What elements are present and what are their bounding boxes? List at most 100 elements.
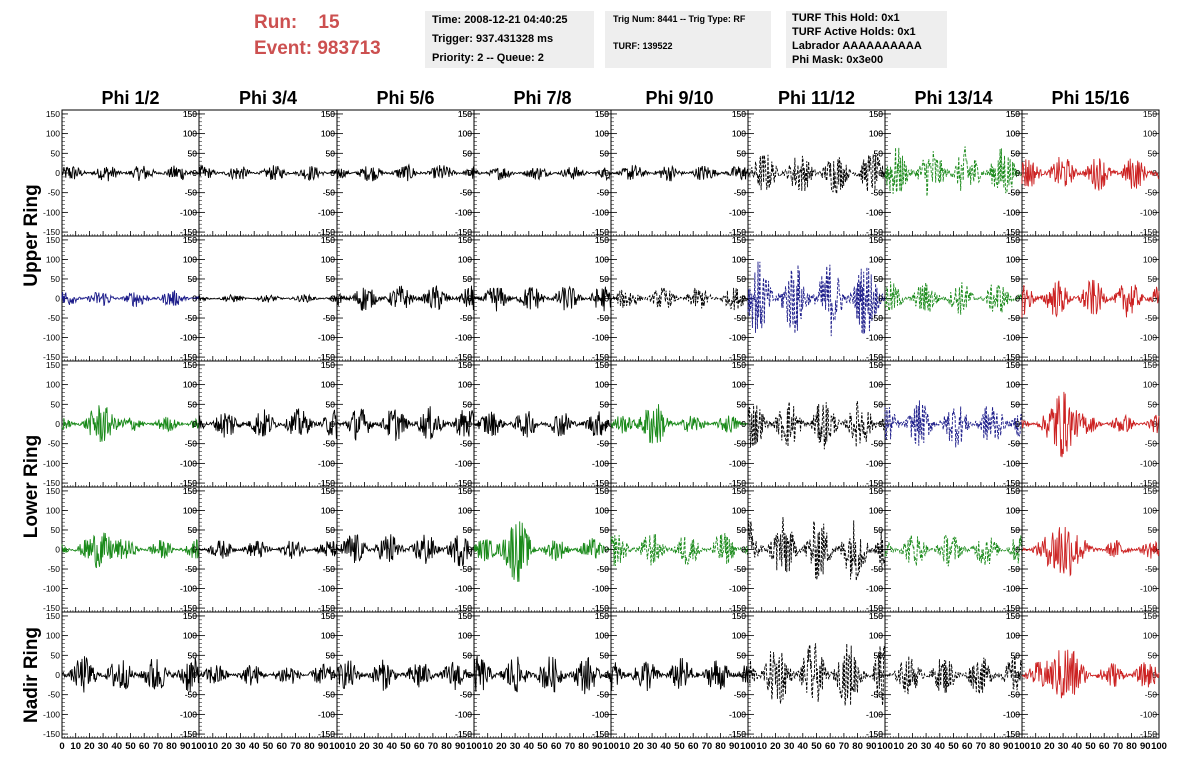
y-tick-label-right: -150 bbox=[1140, 603, 1157, 613]
y-tick-label-right: 150 bbox=[595, 360, 609, 370]
y-tick-label-right: 150 bbox=[869, 360, 883, 370]
y-tick-label-right: 0 bbox=[1152, 294, 1157, 304]
column-title: Phi 3/4 bbox=[239, 88, 297, 108]
y-tick-label-left: -100 bbox=[592, 333, 609, 343]
y-tick-label-left: -50 bbox=[597, 564, 610, 574]
column-title: Phi 7/8 bbox=[513, 88, 571, 108]
x-tick-label: 10 bbox=[70, 741, 81, 752]
y-tick-label-left: -100 bbox=[729, 458, 746, 468]
y-tick-label-right: 50 bbox=[1011, 399, 1021, 409]
y-tick-label-right: 50 bbox=[874, 274, 884, 284]
y-tick-label-right: -50 bbox=[460, 439, 473, 449]
y-tick-label-left: 100 bbox=[869, 505, 883, 515]
y-tick-label-right: -100 bbox=[1140, 458, 1157, 468]
y-tick-label-right: 100 bbox=[183, 380, 197, 390]
y-tick-label-left: 0 bbox=[741, 545, 746, 555]
y-tick-label-right: -100 bbox=[729, 333, 746, 343]
y-tick-label-right: 100 bbox=[458, 631, 472, 641]
y-tick-label-left: 150 bbox=[1006, 360, 1020, 370]
y-tick-label-left: 100 bbox=[595, 380, 609, 390]
y-tick-label-right: 50 bbox=[463, 525, 473, 535]
y-tick-label-left: 0 bbox=[604, 294, 609, 304]
y-tick-label-right: 150 bbox=[869, 486, 883, 496]
x-tick-label: 50 bbox=[125, 741, 136, 752]
y-tick-label-right: 100 bbox=[458, 505, 472, 515]
y-tick-label-left: -100 bbox=[455, 458, 472, 468]
y-tick-label-left: -150 bbox=[729, 227, 746, 237]
y-tick-label-left: 150 bbox=[321, 486, 335, 496]
y-tick-label-right: -150 bbox=[1003, 603, 1020, 613]
y-tick-label-right: 50 bbox=[463, 148, 473, 158]
y-tick-label-right: 150 bbox=[732, 109, 746, 119]
y-tick-label-left: -100 bbox=[729, 584, 746, 594]
y-tick-label-left: 150 bbox=[183, 486, 197, 496]
y-tick-label-left: 50 bbox=[51, 650, 61, 660]
y-tick-label-left: 0 bbox=[604, 419, 609, 429]
waveform-trace bbox=[336, 406, 475, 441]
waveform-panel: 150 150 100 100 50 50 0 0 -50 -50 -100 -100 -150 -150 bbox=[729, 611, 886, 739]
y-tick-label-left: 50 bbox=[874, 274, 884, 284]
waveform-trace bbox=[473, 521, 611, 582]
y-tick-label-left: -150 bbox=[180, 478, 197, 488]
y-tick-label-left: 50 bbox=[51, 399, 61, 409]
y-tick-label-left: -150 bbox=[1003, 352, 1020, 362]
waveform-trace bbox=[337, 534, 475, 567]
y-tick-label-right: 50 bbox=[737, 650, 747, 660]
y-tick-label-right: 100 bbox=[595, 254, 609, 264]
y-tick-label-right: -50 bbox=[460, 188, 473, 198]
y-tick-label-left: 150 bbox=[458, 235, 472, 245]
y-tick-label-right: 0 bbox=[467, 168, 472, 178]
x-tick-label: 70 bbox=[153, 741, 164, 752]
y-tick-label-right: -50 bbox=[734, 313, 747, 323]
y-tick-label-right: -150 bbox=[729, 729, 746, 739]
y-tick-label-left: -100 bbox=[180, 458, 197, 468]
y-tick-label-right: -100 bbox=[592, 333, 609, 343]
y-tick-label-right: 50 bbox=[1011, 274, 1021, 284]
y-tick-label-right: -50 bbox=[734, 188, 747, 198]
y-tick-label-right: -100 bbox=[1003, 207, 1020, 217]
y-tick-label-right: -50 bbox=[597, 564, 610, 574]
y-tick-label-right: -100 bbox=[318, 709, 335, 719]
y-tick-label-left: 0 bbox=[741, 168, 746, 178]
y-tick-label-right: 150 bbox=[1143, 360, 1157, 370]
waveform-trace bbox=[884, 146, 1023, 197]
y-tick-label-left: 0 bbox=[330, 168, 335, 178]
y-tick-label-left: -150 bbox=[180, 729, 197, 739]
waveform-panel: 150 150 100 100 50 50 0 0 -50 -50 -100 -100 -150 -150 bbox=[455, 109, 612, 237]
y-tick-label-right: -150 bbox=[1140, 729, 1157, 739]
y-tick-label-right: 150 bbox=[321, 486, 335, 496]
y-tick-label-left: -50 bbox=[1008, 439, 1021, 449]
y-tick-label-left: 150 bbox=[46, 486, 60, 496]
y-tick-label-right: -50 bbox=[871, 439, 884, 449]
y-tick-label-right: 150 bbox=[1143, 611, 1157, 621]
turf-hold-text: TURF This Hold: 0x1 bbox=[792, 12, 900, 24]
y-tick-label-right: 150 bbox=[869, 235, 883, 245]
y-tick-label-right: -100 bbox=[866, 458, 883, 468]
waveform-panel: 150 150 100 100 50 50 0 0 -50 -50 -100 -100 -150 -150 bbox=[866, 360, 1023, 488]
y-tick-label-left: 50 bbox=[463, 399, 473, 409]
y-tick-label-right: 100 bbox=[321, 254, 335, 264]
y-tick-label-left: 150 bbox=[321, 235, 335, 245]
y-tick-label-left: -150 bbox=[318, 478, 335, 488]
turf-text: TURF: 139522 bbox=[613, 41, 673, 51]
y-tick-label-right: -150 bbox=[1003, 478, 1020, 488]
y-tick-label-left: 0 bbox=[192, 294, 197, 304]
y-tick-label-right: 150 bbox=[869, 611, 883, 621]
waveform-trace bbox=[198, 540, 338, 559]
y-tick-label-right: 100 bbox=[732, 254, 746, 264]
y-tick-label-left: -50 bbox=[323, 690, 336, 700]
y-tick-label-right: -50 bbox=[871, 690, 884, 700]
y-tick-label-right: 50 bbox=[737, 148, 747, 158]
y-tick-label-left: 100 bbox=[869, 631, 883, 641]
y-tick-label-right: 100 bbox=[869, 129, 883, 139]
waveform-panel: 150 150 100 100 50 50 0 0 -50 -50 -100 -100 -150 -150 bbox=[866, 109, 1023, 237]
y-tick-label-right: 50 bbox=[1148, 148, 1158, 158]
y-tick-label-right: 50 bbox=[600, 399, 610, 409]
y-tick-label-left: 100 bbox=[46, 631, 60, 641]
y-tick-label-left: 150 bbox=[595, 360, 609, 370]
waveform-panel: 150 150 100 100 50 50 0 0 -50 -50 -100 -100 -150 -150 bbox=[1003, 360, 1160, 488]
y-tick-label-left: -150 bbox=[1003, 227, 1020, 237]
y-tick-label-left: 50 bbox=[188, 650, 198, 660]
y-tick-label-right: -100 bbox=[592, 709, 609, 719]
y-tick-label-left: 150 bbox=[46, 611, 60, 621]
